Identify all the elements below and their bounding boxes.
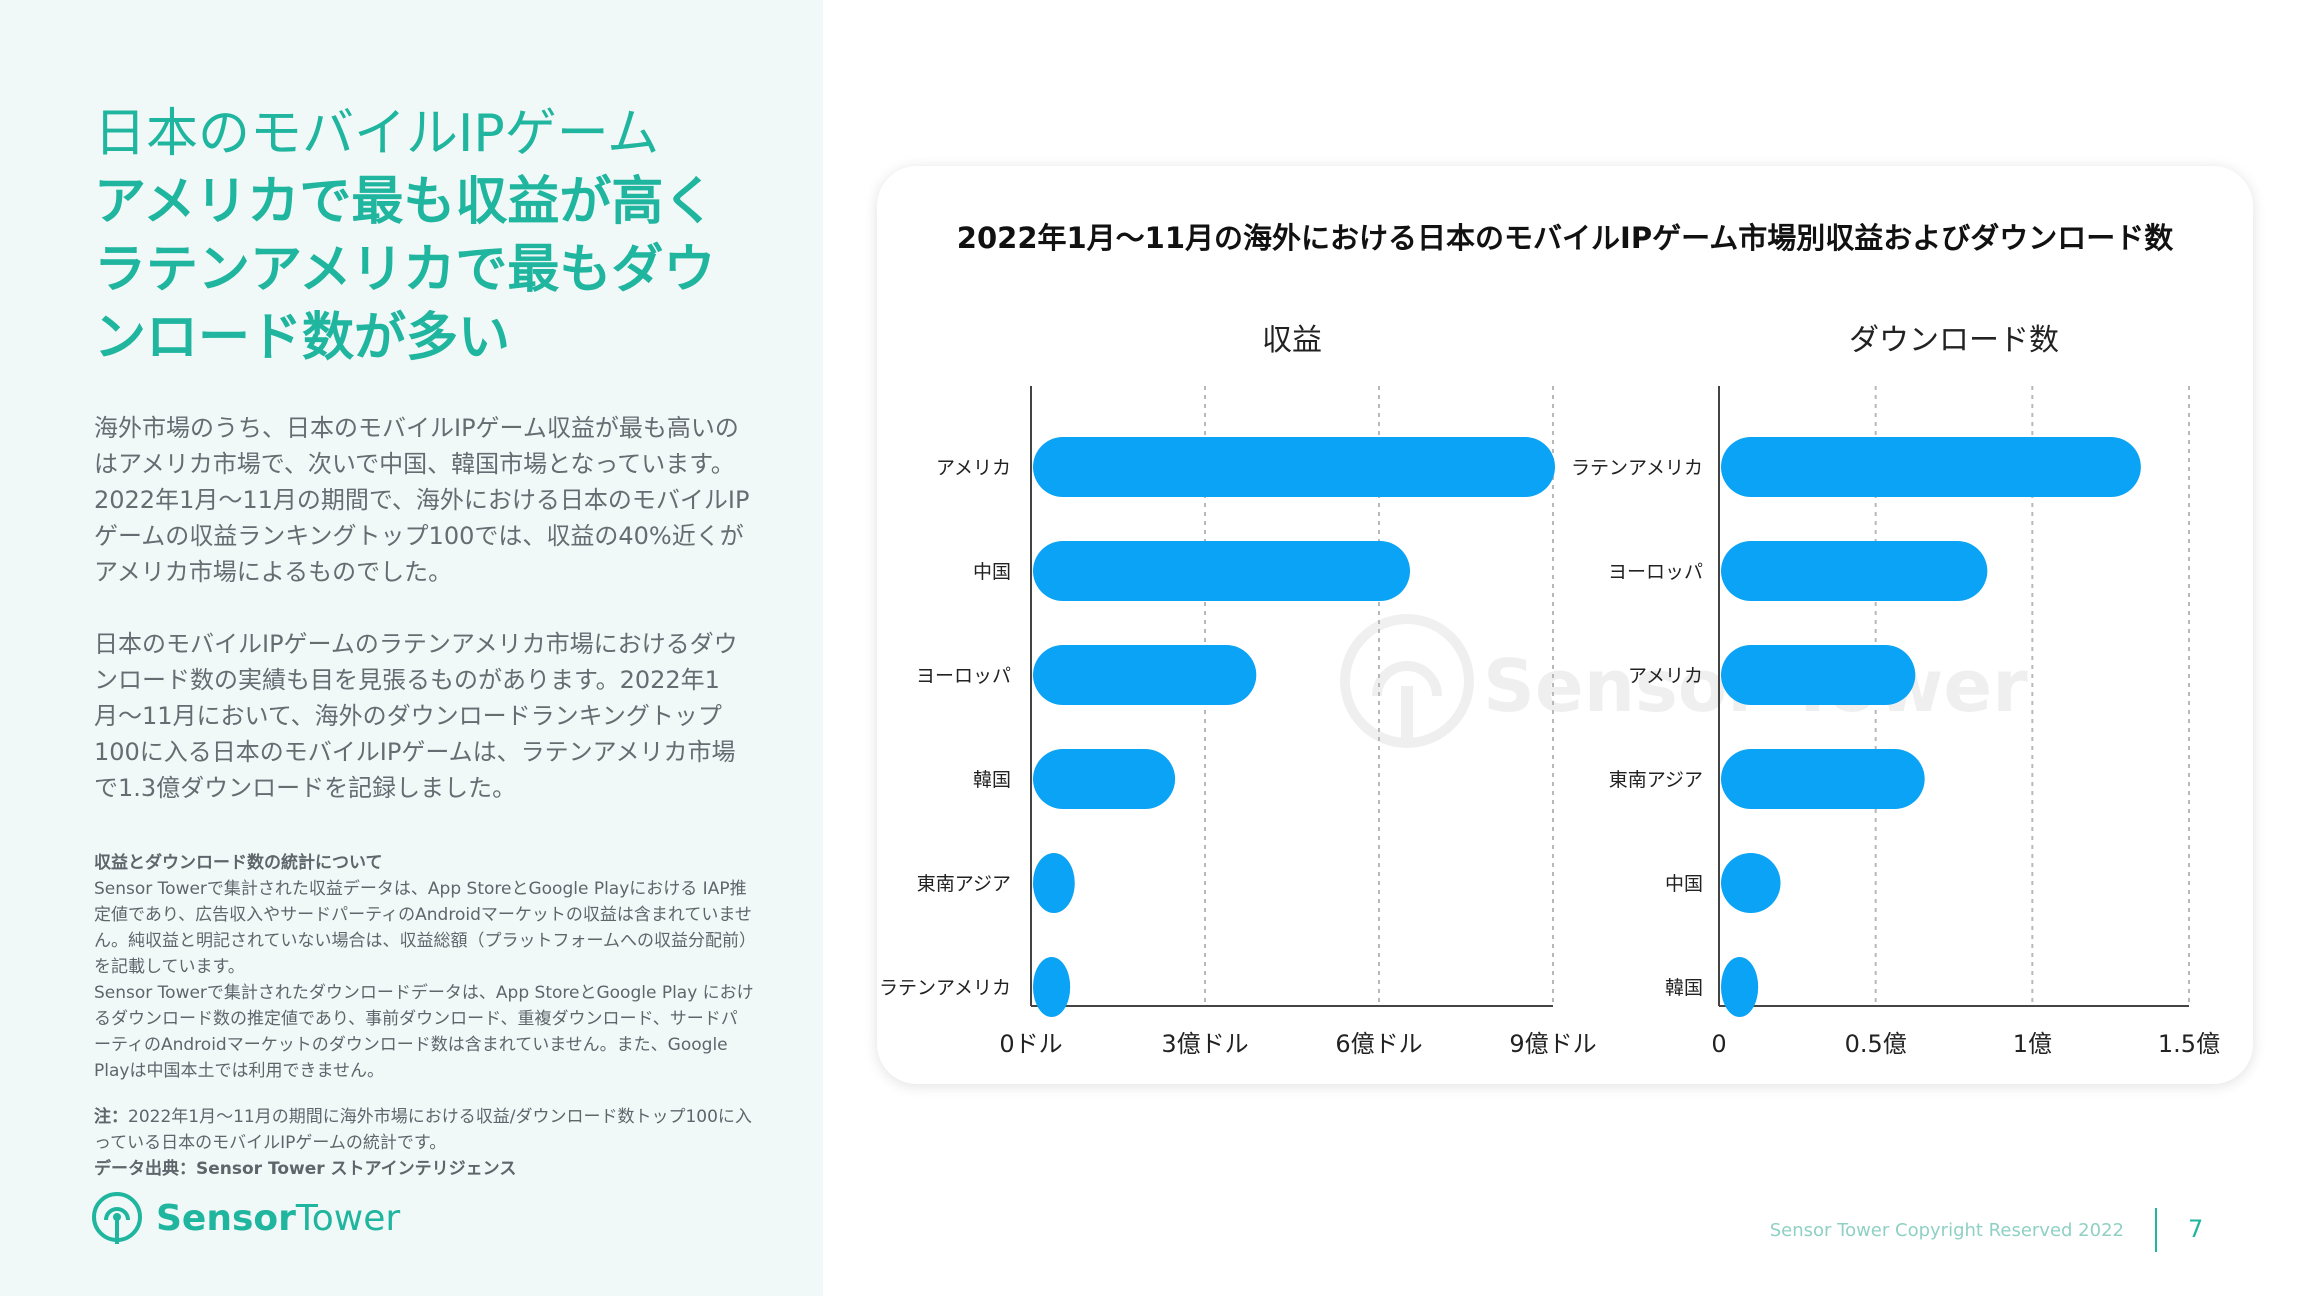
note-label: 注： [94, 1107, 128, 1127]
chart-revenue: 収益 0ドル 3億ドル 6億ドル 9億ドル アメリカ中国ヨーロッパ韓国東南アジアラテンアメ… [879, 323, 1597, 1058]
left-panel [0, 0, 823, 1296]
tick-label: 1.5億 [2158, 1030, 2220, 1058]
tick-label: 6億ドル [1335, 1030, 1422, 1058]
title-line-3: ラテンアメリカで最もダウ [94, 240, 716, 300]
bar [1721, 749, 1925, 809]
tick-label: 0 [1711, 1030, 1726, 1058]
bar [1033, 437, 1555, 497]
category-label: 韓国 [973, 769, 1011, 791]
logo-word-1: Sensor [156, 1197, 296, 1239]
category-label: アメリカ [1628, 665, 1703, 687]
tick-label: 9億ドル [1509, 1030, 1596, 1058]
tick-label: 3億ドル [1161, 1030, 1248, 1058]
title-line-1: 日本のモバイルIPゲーム [94, 104, 660, 164]
category-label: ラテンアメリカ [879, 977, 1011, 999]
sensor-tower-logo-icon [92, 1192, 142, 1244]
category-label: ヨーロッパ [916, 665, 1011, 687]
data-source: データ出典：Sensor Tower ストアインテリジェンス [94, 1159, 517, 1179]
bar [1721, 957, 1759, 1017]
tick-label: 0.5億 [1845, 1030, 1907, 1058]
chart-subtitle: ダウンロード数 [1849, 323, 2059, 358]
tick-label: 0ドル [999, 1030, 1062, 1058]
notes-note: 注：2022年1月〜11月の期間に海外市場における収益/ダウンロード数トップ10… [94, 1104, 754, 1156]
copyright: Sensor Tower Copyright Reserved 2022 [1769, 1220, 2124, 1241]
bar [1721, 645, 1916, 705]
notes-heading: 収益とダウンロード数の統計について [94, 853, 383, 873]
page-title: 日本のモバイルIPゲーム アメリカで最も収益が高く ラテンアメリカで最もダウ ン… [94, 100, 794, 372]
chart-downloads: ダウンロード数 0 0.5億 1億 1.5億 ラテンアメリカヨーロッパアメリカ東南アジア中… [1571, 323, 2220, 1058]
category-label: アメリカ [936, 457, 1011, 479]
title-line-4: ンロード数が多い [94, 308, 511, 368]
bar [1033, 541, 1410, 601]
bar [1721, 437, 2141, 497]
notes-section: 収益とダウンロード数の統計について Sensor Towerで集計された収益デー… [94, 850, 754, 1182]
paragraph-downloads: 日本のモバイルIPゲームのラテンアメリカ市場におけるダウンロード数の実績も目を見… [94, 630, 738, 802]
chart-title: 2022年1月〜11月の海外における日本のモバイルIPゲーム市場別収益およびダウ… [957, 221, 2174, 255]
bar [1033, 853, 1075, 913]
footer-divider [2155, 1208, 2157, 1252]
chart-svg: Sensor Tower 2022年1月〜11月の海外における日本のモバイルIP… [879, 221, 2220, 1058]
bar [1721, 541, 1988, 601]
tick-label: 1億 [2013, 1030, 2052, 1058]
category-label: ラテンアメリカ [1571, 457, 1703, 479]
note-text: 2022年1月〜11月の期間に海外市場における収益/ダウンロード数トップ100に… [94, 1107, 752, 1153]
logo-wordmark: SensorTower [156, 1198, 400, 1239]
category-label: 東南アジア [917, 873, 1011, 895]
logo-word-2: Tower [295, 1197, 401, 1239]
notes-revenue-text: Sensor Towerで集計された収益データは、App StoreとGoogl… [94, 879, 752, 977]
notes-download-text: Sensor Towerで集計されたダウンロードデータは、App StoreとG… [94, 983, 754, 1081]
category-label: 韓国 [1665, 977, 1703, 999]
paragraph-revenue: 海外市場のうち、日本のモバイルIPゲーム収益が最も高いのはアメリカ市場で、次いで… [94, 414, 750, 586]
bar [1033, 645, 1257, 705]
category-label: 東南アジア [1609, 769, 1703, 791]
category-label: 中国 [973, 561, 1011, 583]
page-number: 7 [2188, 1215, 2204, 1243]
title-line-2: アメリカで最も収益が高く [94, 172, 716, 232]
bar [1721, 853, 1781, 913]
chart-card: Sensor Tower 2022年1月〜11月の海外における日本のモバイルIP… [877, 166, 2253, 1084]
category-label: 中国 [1665, 873, 1703, 895]
chart-subtitle: 収益 [1262, 323, 1322, 358]
category-label: ヨーロッパ [1608, 561, 1703, 583]
bar [1033, 957, 1071, 1017]
sensor-tower-logo: SensorTower [90, 1190, 400, 1246]
bar [1033, 749, 1176, 809]
